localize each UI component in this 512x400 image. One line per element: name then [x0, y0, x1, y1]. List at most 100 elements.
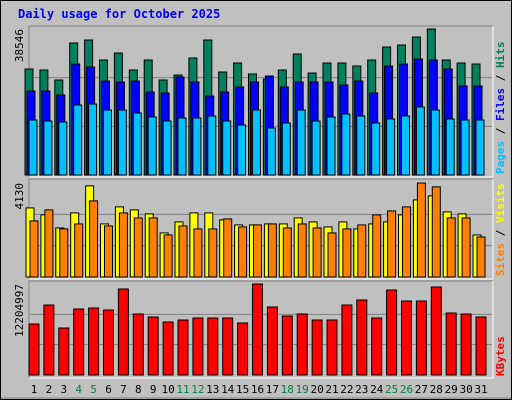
y-tick-label: 4130 — [13, 183, 26, 210]
bar — [73, 104, 83, 176]
bar — [311, 120, 321, 176]
bar — [371, 317, 383, 376]
bar — [117, 109, 127, 176]
bar — [296, 313, 308, 376]
bar — [311, 319, 323, 376]
bar — [237, 322, 249, 376]
bar — [460, 313, 472, 376]
bar — [104, 225, 113, 278]
bar — [193, 228, 203, 278]
bar — [148, 217, 158, 278]
bar — [222, 120, 232, 176]
x-tick-label: 8 — [135, 383, 142, 396]
bar — [267, 223, 277, 278]
bar — [445, 312, 457, 376]
x-tick-label: 17 — [266, 383, 279, 396]
bar — [147, 116, 157, 176]
x-tick-label: 10 — [161, 383, 174, 396]
bar — [147, 316, 159, 376]
bar — [253, 224, 262, 278]
bar — [88, 103, 98, 176]
bar — [43, 304, 55, 376]
x-tick-label: 30 — [459, 383, 472, 396]
bar — [207, 115, 217, 176]
x-tick-label: 7 — [120, 383, 127, 396]
x-tick-label: 6 — [105, 383, 112, 396]
bar — [118, 212, 128, 278]
bar — [74, 223, 84, 278]
bar — [372, 214, 382, 278]
bar — [430, 286, 442, 376]
bar — [326, 319, 338, 376]
bar — [163, 234, 173, 278]
bar — [415, 106, 425, 176]
bar — [252, 109, 261, 176]
bar — [43, 120, 53, 176]
bar — [223, 218, 233, 278]
bar — [192, 117, 202, 176]
x-tick-label: 9 — [150, 383, 157, 396]
bar — [162, 120, 172, 176]
bar — [341, 113, 351, 176]
bar — [132, 313, 144, 376]
bar — [327, 232, 337, 278]
x-tick-label: 14 — [221, 383, 235, 396]
bar — [371, 122, 381, 176]
x-tick-label: 18 — [281, 383, 294, 396]
bar — [446, 217, 456, 278]
x-tick-label: 1 — [31, 383, 38, 396]
bar — [178, 225, 188, 278]
x-tick-label: 21 — [325, 383, 338, 396]
bar — [475, 316, 487, 376]
bar — [401, 115, 410, 176]
x-tick-label: 23 — [355, 383, 368, 396]
bar — [281, 315, 293, 376]
y-tick-label: 12204997 — [13, 284, 26, 337]
bar — [476, 236, 486, 278]
legend-entry: Sites — [494, 243, 507, 276]
bar — [312, 227, 322, 278]
x-tick-label: 31 — [474, 383, 487, 396]
bar — [58, 327, 70, 376]
x-tick-label: 13 — [206, 383, 219, 396]
legend: Sites / Visits — [494, 183, 507, 276]
x-tick-label: 3 — [60, 383, 67, 396]
x-tick-label: 19 — [296, 383, 309, 396]
legend-separator: / — [494, 229, 507, 236]
bar — [59, 228, 69, 278]
bar — [89, 200, 99, 278]
bevel — [29, 26, 494, 178]
bar — [357, 224, 367, 278]
legend-separator: / — [494, 74, 507, 81]
bar — [431, 186, 441, 278]
chart-title: Daily usage for October 2025 — [18, 7, 220, 21]
bar — [88, 307, 100, 376]
bar — [356, 115, 366, 176]
bar — [266, 306, 278, 376]
x-tick-label: 27 — [415, 383, 428, 396]
legend-entry: Visits — [494, 183, 507, 223]
bar — [386, 289, 398, 376]
legend-entry: Files — [494, 88, 507, 121]
legend-separator: / — [494, 127, 507, 134]
x-tick-label: 5 — [90, 383, 97, 396]
bar — [387, 210, 397, 278]
x-tick-label: 25 — [385, 383, 398, 396]
y-tick-label: 38546 — [13, 29, 26, 62]
x-tick-label: 15 — [236, 383, 249, 396]
bar — [266, 127, 276, 176]
bar — [162, 321, 174, 376]
bar — [460, 119, 470, 176]
bar — [103, 309, 114, 376]
bevel — [29, 281, 494, 379]
bar — [132, 112, 142, 176]
bar — [177, 319, 189, 376]
bar — [356, 299, 368, 376]
bar — [237, 124, 247, 176]
bevel — [29, 179, 494, 280]
x-tick-label: 2 — [46, 383, 53, 396]
legend-entry: Hits — [494, 42, 507, 69]
bar — [296, 109, 306, 176]
bar — [28, 119, 38, 176]
